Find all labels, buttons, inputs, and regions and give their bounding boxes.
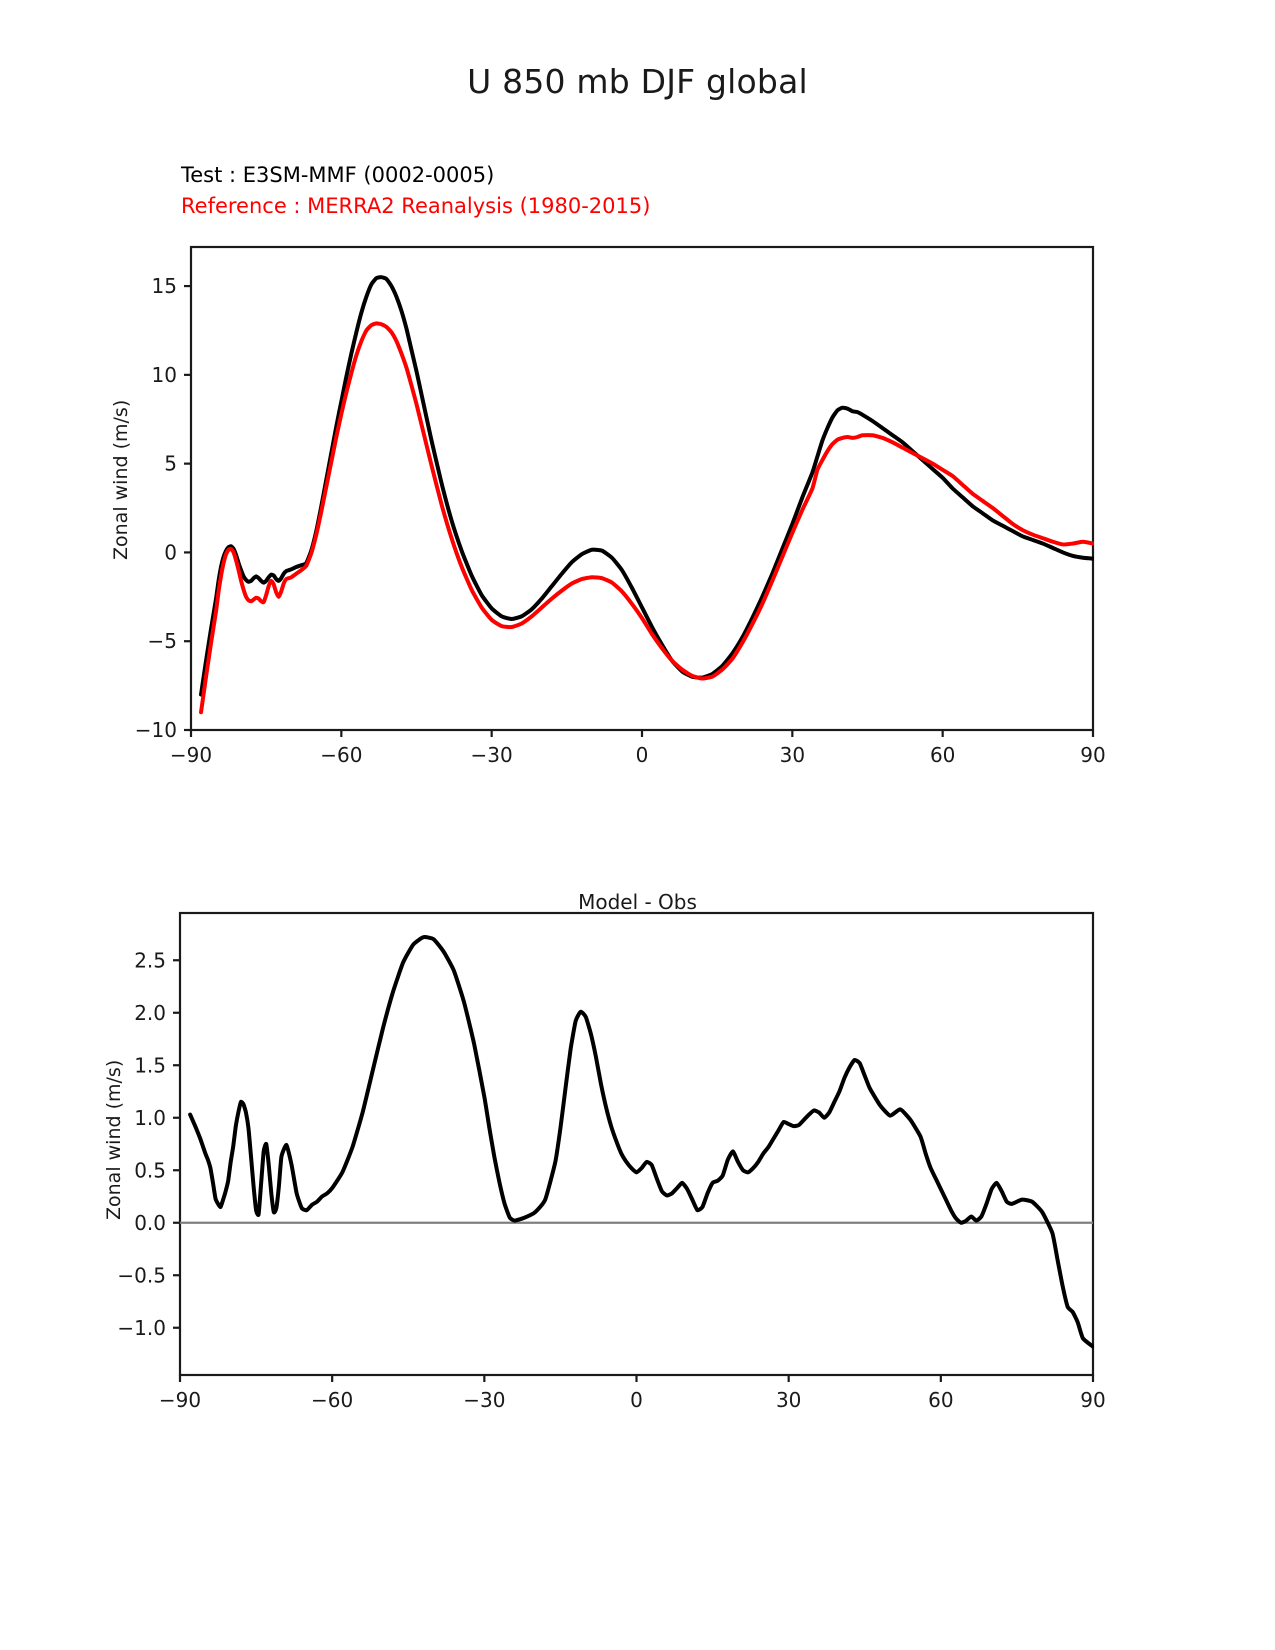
y-tick-label: 1.5: [134, 1053, 166, 1077]
top-panel-plot: −90 −60 −30 0 30 60 90 −10 −5 0 5 10 15: [135, 245, 1106, 767]
series-line-0: [188, 935, 1094, 1349]
bottom-panel: −90 −60 −30 0 30 60 90 −1.0 −0.5 0.0 0.5 1.0 1.5 2.0 2…: [0, 900, 1275, 1420]
y-tick-label: 0.5: [134, 1158, 166, 1182]
x-tick-label: 90: [1080, 1388, 1105, 1412]
y-tick-label: 0: [164, 540, 177, 564]
y-tick-label: 5: [164, 452, 177, 476]
y-tick-label: 2.5: [134, 948, 166, 972]
page-title: U 850 mb DJF global: [467, 62, 808, 101]
legend-reference-label: Reference : MERRA2 Reanalysis (1980-2015…: [181, 194, 651, 218]
series-line-1: [199, 321, 1094, 715]
y-tick-label: 15: [152, 274, 177, 298]
y-tick-label: 2.0: [134, 1001, 166, 1025]
legend-test-label: Test : E3SM-MMF (0002-0005): [181, 163, 495, 187]
y-tick-label: −10: [135, 718, 177, 742]
x-tick-label: 30: [780, 743, 805, 767]
y-tick-label: −5: [148, 629, 177, 653]
x-tick-label: 0: [630, 1388, 643, 1412]
y-tick-label: −1.0: [117, 1316, 166, 1340]
y-tick-label: 10: [152, 363, 177, 387]
x-tick-label: −30: [471, 743, 513, 767]
x-tick-label: 30: [776, 1388, 801, 1412]
x-tick-label: −60: [311, 1388, 353, 1412]
x-tick-label: 0: [636, 743, 649, 767]
x-tick-label: −60: [320, 743, 362, 767]
series-line-0: [199, 275, 1094, 697]
y-tick-label: 1.0: [134, 1106, 166, 1130]
legend: Test : E3SM-MMF (0002-0005) Reference : …: [181, 160, 650, 222]
x-tick-label: 60: [928, 1388, 953, 1412]
top-panel: −90 −60 −30 0 30 60 90 −10 −5 0 5 10 15: [0, 0, 1275, 800]
y-tick-label: 0.0: [134, 1211, 166, 1235]
bottom-panel-plot: −90 −60 −30 0 30 60 90 −1.0 −0.5 0.0 0.5 1.0 1.5 2.0 2…: [117, 911, 1106, 1412]
x-tick-label: −30: [463, 1388, 505, 1412]
bottom-panel-title: Model - Obs: [578, 890, 697, 914]
x-tick-label: −90: [170, 743, 212, 767]
y-tick-label: −0.5: [117, 1263, 166, 1287]
x-tick-label: 60: [930, 743, 955, 767]
x-tick-label: −90: [159, 1388, 201, 1412]
x-tick-label: 90: [1080, 743, 1105, 767]
